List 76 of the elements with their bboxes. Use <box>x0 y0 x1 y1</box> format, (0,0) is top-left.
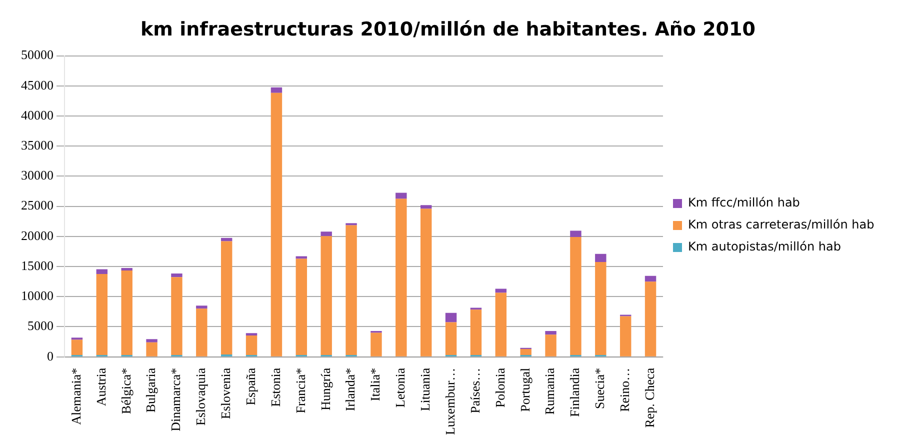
x-tick-label: Estonia <box>268 368 283 407</box>
bar <box>396 192 407 199</box>
x-tick-label: Dinamarca* <box>168 368 184 432</box>
bar <box>570 237 582 356</box>
bar <box>96 269 108 274</box>
x-tick-label: Eslovenia <box>218 368 234 420</box>
x-tick-label: Países… <box>467 368 482 414</box>
y-tick-label: 50000 <box>21 47 54 62</box>
x-tick-label: Italia* <box>368 368 383 402</box>
bar <box>495 292 507 356</box>
x-tick-label: Hungría <box>318 368 333 410</box>
y-tick-label: 15000 <box>21 258 54 273</box>
bar <box>520 349 532 356</box>
bar <box>121 270 132 356</box>
bar <box>545 334 556 356</box>
bar <box>320 236 332 356</box>
bar <box>196 306 208 309</box>
x-tick-label: Letonia <box>392 368 408 408</box>
bar <box>320 232 332 236</box>
bar <box>246 335 258 356</box>
bar <box>270 87 282 93</box>
bar <box>396 198 407 356</box>
legend-label: Km autopistas/millón hab <box>688 240 841 254</box>
x-tick-label: Alemania* <box>68 368 84 425</box>
bar <box>96 274 108 356</box>
bar <box>196 308 208 356</box>
bar <box>420 208 432 356</box>
x-tick-label: Portugal <box>517 367 532 412</box>
bar <box>445 312 457 322</box>
y-tick-label: 30000 <box>21 168 54 183</box>
x-tick-label: Finlandia <box>567 368 582 417</box>
bar <box>644 282 656 356</box>
x-tick-label: Austria <box>93 368 108 406</box>
x-tick-label: Rumania <box>542 368 558 415</box>
y-tick-label: 45000 <box>21 77 54 92</box>
y-tick-label: 0 <box>47 348 54 364</box>
x-tick-label: Bulgaria <box>143 368 158 413</box>
legend-label: Km ffcc/millón hab <box>688 196 800 210</box>
y-tick-label: 25000 <box>21 198 54 213</box>
bar <box>296 258 308 356</box>
bar <box>595 262 606 356</box>
bar <box>445 322 457 356</box>
y-tick-label: 20000 <box>21 228 54 243</box>
legend-label: Km otras carreteras/millón hab <box>688 218 874 232</box>
bar <box>346 225 357 356</box>
bar <box>545 330 556 335</box>
y-tick-label: 5000 <box>28 318 54 334</box>
x-tick-label: Suecia* <box>592 368 608 410</box>
bar <box>220 241 232 354</box>
bar <box>146 342 158 356</box>
x-tick-label: Irlanda* <box>342 368 358 412</box>
bar <box>470 310 482 356</box>
x-tick-label: Francia* <box>292 368 308 414</box>
x-tick-label: Bélgica* <box>118 368 134 414</box>
x-tick-label: Rep. Checa <box>642 368 657 428</box>
bar <box>171 273 182 278</box>
x-tick-label: Lituania <box>418 368 433 412</box>
bar <box>595 254 606 262</box>
y-tick-label: 40000 <box>21 107 54 122</box>
bar <box>370 332 382 356</box>
x-tick-label: España <box>242 368 258 406</box>
bar <box>270 92 282 356</box>
bar <box>146 339 158 342</box>
bar <box>644 276 656 282</box>
y-tick-label: 10000 <box>21 288 54 304</box>
x-tick-label: Reino… <box>617 368 632 412</box>
y-tick-label: 35000 <box>21 138 54 153</box>
x-tick-label: Luxembur… <box>442 368 458 436</box>
bar <box>420 205 432 209</box>
bar <box>620 316 632 356</box>
bar <box>171 277 182 356</box>
bar <box>570 230 582 238</box>
x-tick-label: Polonia <box>492 368 508 408</box>
x-tick-label: Eslovaquia <box>193 368 208 426</box>
chart-title: km infraestructuras 2010/millón de habitantes. Año 2010 <box>140 18 756 40</box>
bar <box>71 340 83 356</box>
